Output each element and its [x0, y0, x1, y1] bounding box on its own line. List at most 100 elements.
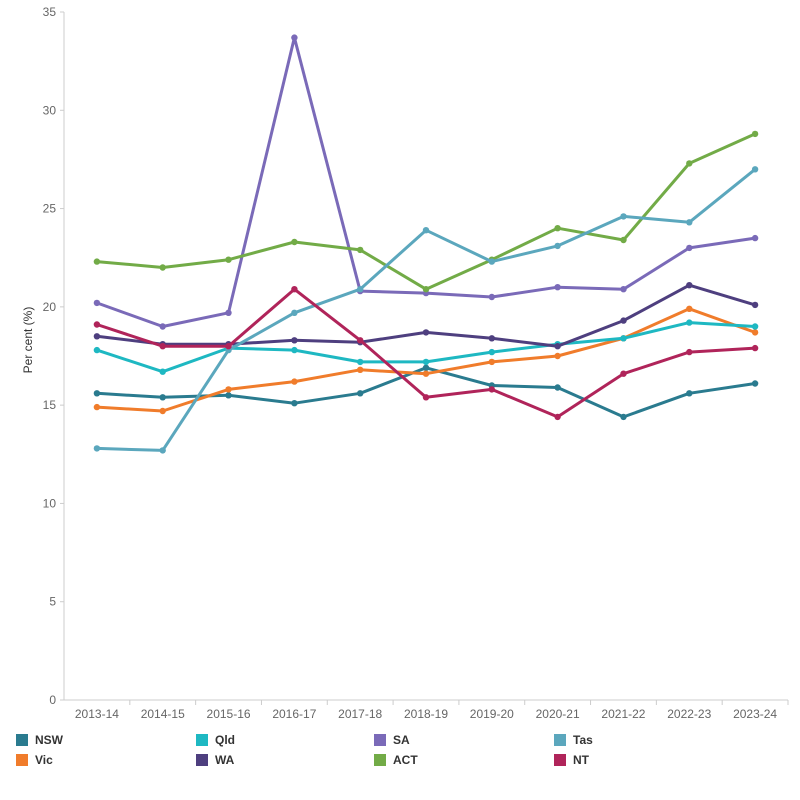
data-point[interactable]	[225, 343, 232, 350]
data-point[interactable]	[488, 348, 495, 356]
data-point[interactable]	[554, 343, 561, 350]
data-point[interactable]	[488, 293, 495, 301]
data-point[interactable]	[686, 219, 693, 226]
data-point[interactable]	[93, 403, 101, 411]
data-point[interactable]	[357, 390, 364, 397]
data-point[interactable]	[291, 286, 298, 293]
data-point[interactable]	[751, 234, 759, 242]
data-point[interactable]	[488, 335, 495, 342]
data-point[interactable]	[422, 364, 430, 371]
data-point[interactable]	[225, 386, 232, 393]
x-tick-label: 2021-22	[601, 707, 645, 721]
data-point[interactable]	[686, 305, 693, 312]
data-point[interactable]	[751, 344, 759, 352]
data-point[interactable]	[751, 323, 759, 330]
data-point[interactable]	[159, 368, 166, 375]
legend-swatch	[196, 754, 208, 766]
legend-item-nt[interactable]: NT	[554, 752, 589, 768]
legend-item-tas[interactable]: Tas	[554, 732, 593, 748]
data-point[interactable]	[620, 236, 627, 244]
data-point[interactable]	[751, 301, 759, 309]
legend-item-wa[interactable]: WA	[196, 752, 234, 768]
data-point[interactable]	[291, 309, 298, 316]
x-tick-label: 2023-24	[733, 707, 777, 721]
data-point[interactable]	[357, 286, 364, 293]
data-point[interactable]	[422, 358, 430, 366]
data-point[interactable]	[620, 335, 627, 342]
data-point[interactable]	[686, 319, 693, 326]
legend-item-act[interactable]: ACT	[374, 752, 418, 768]
data-point[interactable]	[93, 346, 101, 354]
data-point[interactable]	[554, 352, 561, 360]
data-point[interactable]	[93, 299, 101, 307]
data-point[interactable]	[554, 225, 561, 232]
data-point[interactable]	[291, 378, 298, 385]
data-point[interactable]	[751, 329, 759, 336]
data-point[interactable]	[751, 166, 759, 173]
data-point[interactable]	[751, 380, 759, 387]
legend-item-sa[interactable]: SA	[374, 732, 410, 748]
data-point[interactable]	[422, 227, 430, 234]
legend-item-qld[interactable]: Qld	[196, 732, 235, 748]
legend-item-nsw[interactable]: NSW	[16, 732, 63, 748]
data-point[interactable]	[488, 358, 495, 366]
x-tick-label: 2014-15	[141, 707, 185, 721]
data-point[interactable]	[620, 413, 627, 421]
data-point[interactable]	[751, 130, 759, 138]
data-point[interactable]	[554, 384, 561, 391]
y-tick-label: 20	[43, 300, 57, 314]
data-point[interactable]	[291, 238, 298, 246]
data-point[interactable]	[93, 333, 101, 340]
data-point[interactable]	[93, 445, 101, 452]
data-point[interactable]	[686, 282, 693, 289]
data-point[interactable]	[620, 213, 627, 220]
data-point[interactable]	[686, 160, 693, 167]
data-point[interactable]	[159, 394, 166, 401]
data-point[interactable]	[159, 447, 166, 454]
data-point[interactable]	[554, 413, 561, 421]
series-line-tas	[95, 167, 757, 452]
data-point[interactable]	[159, 264, 166, 271]
data-point[interactable]	[357, 246, 364, 254]
data-point[interactable]	[554, 242, 561, 250]
data-point[interactable]	[357, 366, 364, 373]
data-point[interactable]	[620, 370, 627, 377]
data-point[interactable]	[554, 284, 561, 291]
data-point[interactable]	[291, 346, 298, 354]
data-point[interactable]	[357, 337, 364, 344]
series-nt	[93, 286, 759, 421]
data-point[interactable]	[291, 400, 298, 407]
data-point[interactable]	[488, 386, 495, 393]
line-chart: 0 5 10 15 20 25 30 35 2013-14 2014-15 2015-16 2016-…	[21, 5, 789, 721]
legend-label: ACT	[393, 753, 418, 767]
data-point[interactable]	[686, 244, 693, 252]
series-layer	[93, 34, 759, 454]
data-point[interactable]	[225, 256, 232, 263]
legend-item-vic[interactable]: Vic	[16, 752, 53, 768]
data-point[interactable]	[159, 323, 166, 330]
data-point[interactable]	[620, 286, 627, 293]
y-axis-title: Per cent (%)	[21, 307, 35, 374]
data-point[interactable]	[93, 390, 101, 397]
series-wa	[93, 282, 759, 350]
data-point[interactable]	[291, 34, 298, 41]
data-point[interactable]	[159, 407, 166, 415]
legend-label: WA	[215, 753, 235, 767]
y-tick-label: 10	[43, 496, 57, 510]
data-point[interactable]	[422, 394, 430, 401]
data-point[interactable]	[422, 329, 430, 336]
data-point[interactable]	[620, 317, 627, 324]
data-point[interactable]	[357, 358, 364, 366]
data-point[interactable]	[225, 309, 232, 316]
data-point[interactable]	[686, 348, 693, 356]
data-point[interactable]	[225, 392, 232, 399]
data-point[interactable]	[422, 370, 430, 377]
data-point[interactable]	[686, 390, 693, 397]
data-point[interactable]	[93, 258, 101, 265]
data-point[interactable]	[291, 337, 298, 344]
data-point[interactable]	[159, 343, 166, 350]
data-point[interactable]	[488, 258, 495, 265]
legend-label: Tas	[573, 733, 593, 747]
data-point[interactable]	[93, 321, 101, 328]
data-point[interactable]	[422, 286, 430, 293]
